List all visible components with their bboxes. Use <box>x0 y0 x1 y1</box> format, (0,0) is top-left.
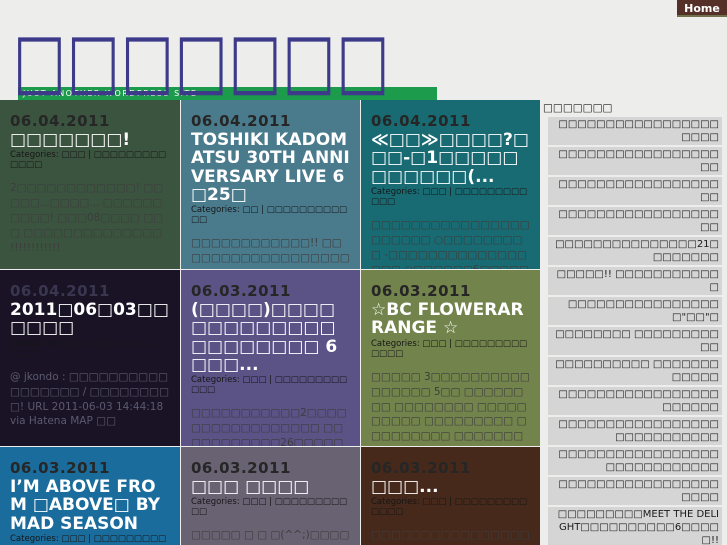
post-excerpt: □□□□□□□□□□□□□□□□□□□□□□ ○□□□□□□□□□ -□□□□□… <box>371 219 530 269</box>
post-title[interactable]: □□□... <box>371 477 439 497</box>
post-tile[interactable]: 06.03.2011 (□□□□)□□□□□□□□□□□□□□□□□□□□□ 6… <box>181 270 360 446</box>
sidebar-item[interactable]: □□□□□□□□ □□□□□□□□□□□ <box>548 327 722 355</box>
post-tile[interactable]: 06.04.2011 ≪□□≫□□□□?□□□-□1□□□□□□□□□□□(..… <box>361 100 540 269</box>
post-title[interactable]: (□□□□)□□□□□□□□□□□□□□□□□□□□□ 6□□□... <box>191 300 338 376</box>
post-date: 06.03.2011 <box>371 459 471 477</box>
post-categories[interactable]: Categories: □□□ | □□□□□□□□□□□□□ <box>10 150 167 171</box>
post-tile[interactable]: 06.03.2011 □□□ □□□□ Categories: □□□ | □□… <box>181 447 360 545</box>
sidebar-item[interactable]: □□□□□□□□□□□□□□□□□□□□□ <box>548 477 722 505</box>
post-excerpt: □□□□□ 3□□□□□□□□□□ □□□□□□ 5□□ □□□□□□□□ □□… <box>371 370 530 446</box>
site-header: Home □□□□□□□ JUST ANOTHER WORDPRESS SITE <box>0 0 727 100</box>
post-tile[interactable]: 06.03.2011 □□□... Categories: □□□ | □□□□… <box>361 447 540 545</box>
post-date: 06.04.2011 <box>191 112 291 130</box>
sidebar: □□□□□□□ □□□□□□□□□□□□□□□□□□□□□ □□□□□□□□□□… <box>540 100 727 545</box>
sidebar-heading: □□□□□□□ <box>543 102 613 114</box>
post-excerpt: □□□□□□□□□□□□□□□□□□□? □□□□□□□□□□□□□□□□□□□… <box>371 529 530 545</box>
post-title[interactable]: ☆BC FLOWERARRANGE ☆ <box>371 300 524 339</box>
post-tile[interactable]: 06.03.2011 ☆BC FLOWERARRANGE ☆ Categorie… <box>361 270 540 446</box>
post-excerpt: @ jkondo : □□□□□□□□□□□□□□□□□ / □□□□□□□□□… <box>10 370 170 428</box>
post-title[interactable]: 2011□06□03□□□□□□ <box>10 300 169 339</box>
sidebar-item[interactable]: □□□□□□□□□□□□□□□□□□□ <box>548 147 722 175</box>
post-title[interactable]: ≪□□≫□□□□?□□□-□1□□□□□□□□□□□(... <box>371 130 529 187</box>
post-date: 06.03.2011 <box>10 459 110 477</box>
sidebar-item[interactable]: □□□□□□□□□MEET THE DELIGHT□□□□□□□□□□6□□□□… <box>548 507 722 545</box>
site-title[interactable]: □□□□□□□ <box>13 17 391 105</box>
post-categories[interactable]: Categories: □□□ | □□□□□□□□□□□□□ <box>371 338 528 359</box>
post-excerpt: 2□□□□□□□□□□□□! □□□□□...□□□□... □□□□□□□□□… <box>10 182 164 254</box>
post-date: 06.03.2011 <box>371 282 471 300</box>
post-tile[interactable]: 06.03.2011 I’M ABOVE FROM □ABOVE□ BY MAD… <box>0 447 180 545</box>
post-tile[interactable]: 06.04.2011 2011□06□03□□□□□□ Categories: … <box>0 270 180 446</box>
sidebar-item[interactable]: □□□□□□□□□□□□□□□□□□□ <box>548 177 722 205</box>
post-categories[interactable]: Categories: □□□ | □□□□□□□□□□□□□ <box>371 497 528 518</box>
post-date: 06.04.2011 <box>371 112 471 130</box>
sidebar-item[interactable]: □□□□□!! □□□□□□□□□□□□ <box>548 267 722 295</box>
sidebar-item[interactable]: □□□□□□□□□□ □□□□□□□□□□□□ <box>548 357 722 385</box>
post-tile[interactable]: 06.04.2011 □□□□□□□! Categories: □□□ | □□… <box>0 100 180 269</box>
post-date: 06.03.2011 <box>191 282 291 300</box>
sidebar-item[interactable]: □□□□□□□□□□□□□□□□□□□□□□□□□□□□□ <box>548 447 722 475</box>
post-tile[interactable]: 06.04.2011 TOSHIKI KADOMATSU 30TH ANNIVE… <box>181 100 360 269</box>
site-tagline: JUST ANOTHER WORDPRESS SITE <box>23 89 198 98</box>
post-categories[interactable]: Categories: □□□ | □□□□□□□□□□□□ <box>191 375 348 396</box>
post-excerpt: □□□□□ □ □ □(^^;)□□□□□□□□□□□□□□□□... (□□□… <box>191 529 350 545</box>
post-date: 06.04.2011 <box>10 112 110 130</box>
post-title[interactable]: □□□□□□□! <box>10 130 131 150</box>
sidebar-item[interactable]: □□□□□□□□□□□□□□□□□□□ <box>548 207 722 235</box>
post-date: 06.03.2011 <box>191 459 291 477</box>
sidebar-item[interactable]: □□□□□□□□□□□□□□□□□□□□□□□□□□□□ <box>548 417 722 445</box>
post-title[interactable]: □□□ □□□□ <box>191 477 310 497</box>
post-date: 06.04.2011 <box>10 282 110 300</box>
post-categories[interactable]: Categories: □□ | □□□□□□□□□□□□ <box>191 205 348 226</box>
sidebar-item[interactable]: □□□□□□□□□□□□□□□□□□□□□ <box>548 117 722 145</box>
post-title[interactable]: TOSHIKI KADOMATSU 30TH ANNIVERSARY LIVE … <box>191 130 350 206</box>
posts-grid: 06.04.2011 □□□□□□□! Categories: □□□ | □□… <box>0 100 540 545</box>
sidebar-item[interactable]: □□□□□□□□□□□□□□□□□"□□"□ <box>548 297 722 325</box>
post-title[interactable]: I’M ABOVE FROM □ABOVE□ BY MAD SEASON <box>10 477 161 534</box>
sidebar-list: □□□□□□□□□□□□□□□□□□□□□ □□□□□□□□□□□□□□□□□□… <box>542 117 722 545</box>
main-content: 06.04.2011 □□□□□□□! Categories: □□□ | □□… <box>0 100 727 545</box>
sidebar-item[interactable]: □□□□□□□□□□□□□□□□□□□□□□□ <box>548 387 722 415</box>
tagline-bar: JUST ANOTHER WORDPRESS SITE <box>18 87 437 100</box>
post-categories[interactable]: Categories: □□□ | □□□□□□□□□□□ <box>10 534 167 545</box>
nav-home-button[interactable]: Home <box>677 0 727 17</box>
post-categories[interactable]: Categories: □□□ | □□□□□□□□□□□ <box>191 497 348 518</box>
post-excerpt: □□□□□□□□□□□2□□□□□□□□□□□□□□□□□ □□□□□□□□□□… <box>191 407 347 446</box>
post-excerpt: □□□□□□□□□□□□!! □□□□□□□□□□□□□□□□□□□□□□□ □… <box>191 237 350 269</box>
sidebar-item[interactable]: □□□□□□□□□□□□□□□21□□□□□□□□ <box>548 237 722 265</box>
post-categories[interactable]: Categories: □□□ | □□□□□□□□□□□□□ <box>10 338 167 359</box>
post-categories[interactable]: Categories: □□□ | □□□□□□□□□□□□ <box>371 187 528 208</box>
